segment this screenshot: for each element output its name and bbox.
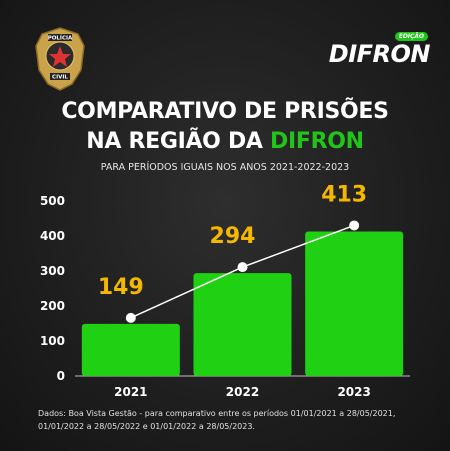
bar-2021 [81,323,180,376]
x-tick-label: 2023 [337,385,370,399]
difron-logo: EDIÇÃO DIFRON [328,32,431,68]
x-tick-label: 2021 [114,385,147,399]
data-label: 413 [321,182,367,207]
trend-point [349,220,360,231]
x-tick-label: 2022 [226,385,259,399]
data-source-line-1: Dados: Boa Vista Gestão - para comparati… [38,409,396,418]
difron-logo-tag: EDIÇÃO [394,32,428,41]
title-line-2-prefix: NA REGIÃO DA [86,129,270,154]
data-label: 294 [210,224,256,249]
title-line-2: NA REGIÃO DA DIFRON [0,127,450,157]
y-tick-label: 0 [57,369,65,383]
title-line-2-highlight: DIFRON [270,129,364,154]
difron-logo-word: DIFRON [328,40,431,68]
title-line-1: COMPARATIVO DE PRISÕES [61,99,389,124]
bar-2022 [193,273,292,376]
chart-subtitle: PARA PERÍODOS IGUAIS NOS ANOS 2021-2022-… [100,162,350,173]
data-source-line-2: 01/01/2022 a 28/05/2022 e 01/01/2022 a 2… [38,422,255,431]
y-tick-label: 200 [40,299,65,313]
bar-2023 [305,231,404,376]
y-tick-label: 100 [40,334,65,348]
y-tick-label: 500 [40,194,65,208]
trend-point [237,262,248,273]
badge-text-top: POLÍCIA [48,34,73,42]
data-label: 149 [98,275,144,300]
trend-point [125,312,136,323]
police-badge-logo: POLÍCIA CIVIL [35,27,85,91]
data-source-note: Dados: Boa Vista Gestão - para comparati… [38,407,438,433]
y-tick-label: 300 [40,264,65,278]
y-tick-label: 400 [40,229,65,243]
badge-text-bottom: CIVIL [52,75,68,81]
